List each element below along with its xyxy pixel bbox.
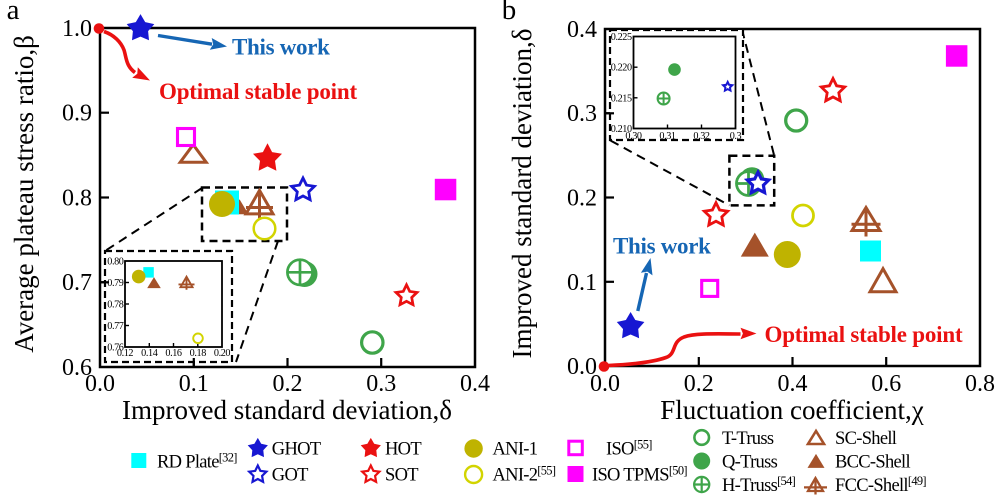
svg-text:FCC-Shell[49]: FCC-Shell[49] <box>835 474 926 496</box>
svg-text:0.210: 0.210 <box>611 124 632 135</box>
svg-text:0.4: 0.4 <box>778 371 808 397</box>
svg-text:ANI-1: ANI-1 <box>493 440 538 460</box>
svg-text:0.6: 0.6 <box>62 355 92 381</box>
svg-text:0.78: 0.78 <box>107 300 124 311</box>
svg-text:GOT: GOT <box>272 466 308 486</box>
svg-text:ISO TPMS[50]: ISO TPMS[50] <box>592 464 687 486</box>
svg-text:a: a <box>7 0 20 26</box>
svg-text:0.12: 0.12 <box>117 348 134 359</box>
svg-text:0.7: 0.7 <box>62 270 92 296</box>
svg-text:Fluctuation coefficient,χ: Fluctuation coefficient,χ <box>660 395 923 425</box>
svg-text:0.30: 0.30 <box>625 131 642 142</box>
svg-text:0.79: 0.79 <box>107 278 124 289</box>
svg-text:0.20: 0.20 <box>214 348 231 359</box>
svg-text:0.8: 0.8 <box>62 186 92 212</box>
svg-text:0.1: 0.1 <box>179 371 209 397</box>
svg-text:0.215: 0.215 <box>611 93 632 104</box>
svg-text:0.2: 0.2 <box>684 371 714 397</box>
svg-text:0.77: 0.77 <box>107 321 124 332</box>
svg-text:This work: This work <box>232 35 330 60</box>
svg-text:0.220: 0.220 <box>611 63 632 74</box>
svg-text:0.0: 0.0 <box>567 354 597 380</box>
svg-text:0.76: 0.76 <box>107 343 124 354</box>
svg-text:0.3: 0.3 <box>366 371 396 397</box>
svg-text:0.31: 0.31 <box>659 131 676 142</box>
svg-text:SOT: SOT <box>385 466 418 486</box>
svg-text:0.80: 0.80 <box>107 257 124 268</box>
svg-text:1.0: 1.0 <box>62 16 92 42</box>
svg-text:Optimal stable point: Optimal stable point <box>159 79 357 104</box>
svg-text:This work: This work <box>613 234 711 259</box>
svg-text:0.14: 0.14 <box>141 348 158 359</box>
svg-text:Improved standard deviation,δ: Improved standard deviation,δ <box>507 29 537 359</box>
svg-text:0.0: 0.0 <box>590 371 620 397</box>
svg-text:0.225: 0.225 <box>611 32 632 43</box>
svg-text:HOT: HOT <box>385 440 421 460</box>
svg-text:Improved standard deviation,δ: Improved standard deviation,δ <box>122 395 452 425</box>
svg-text:0.8: 0.8 <box>965 371 995 397</box>
svg-text:T-Truss: T-Truss <box>722 429 774 449</box>
svg-text:Average plateau stress ratio,β: Average plateau stress ratio,β <box>9 35 39 353</box>
svg-text:SC-Shell: SC-Shell <box>835 429 897 449</box>
svg-text:0.16: 0.16 <box>165 348 182 359</box>
svg-text:0.18: 0.18 <box>190 348 207 359</box>
svg-text:0.2: 0.2 <box>273 371 303 397</box>
svg-text:0.6: 0.6 <box>871 371 901 397</box>
svg-text:RD Plate[32]: RD Plate[32] <box>157 451 237 473</box>
svg-text:0.0: 0.0 <box>85 371 115 397</box>
svg-text:GHOT: GHOT <box>272 440 321 460</box>
svg-text:Q-Truss: Q-Truss <box>722 453 778 473</box>
svg-text:0.9: 0.9 <box>62 101 92 127</box>
svg-text:0.3: 0.3 <box>730 131 742 142</box>
svg-text:0.4: 0.4 <box>567 17 597 43</box>
svg-text:b: b <box>502 0 517 26</box>
svg-text:BCC-Shell: BCC-Shell <box>835 453 910 473</box>
svg-text:0.3: 0.3 <box>567 101 597 127</box>
svg-text:0.2: 0.2 <box>567 186 597 212</box>
svg-text:Optimal stable point: Optimal stable point <box>765 322 963 347</box>
svg-text:0.32: 0.32 <box>693 131 710 142</box>
svg-text:0.4: 0.4 <box>460 371 490 397</box>
svg-text:0.1: 0.1 <box>567 270 597 296</box>
